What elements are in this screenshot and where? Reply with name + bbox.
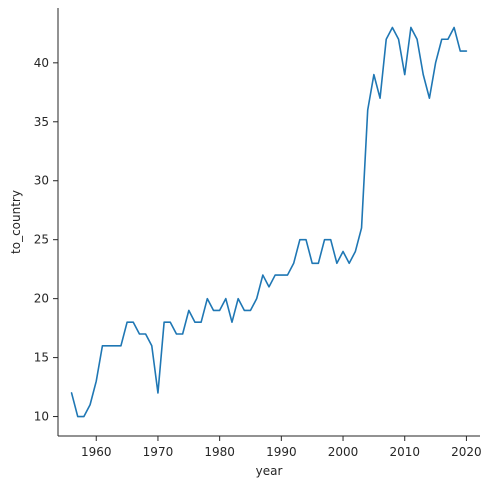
x-ticks: 1960 1970 1980 1990 2000 2010 2020 — [81, 436, 482, 459]
series-line — [70, 26, 468, 418]
y-tick-label: 10 — [34, 410, 49, 424]
y-tick-label: 40 — [34, 56, 49, 70]
x-tick-label: 2000 — [328, 445, 359, 459]
y-axis-label: to_country — [9, 190, 23, 254]
x-tick-label: 1990 — [266, 445, 297, 459]
x-tick-label: 1960 — [81, 445, 112, 459]
x-axis-label: year — [256, 464, 283, 478]
plot-area — [70, 26, 468, 418]
y-tick-label: 35 — [34, 115, 49, 129]
y-tick-label: 30 — [34, 174, 49, 188]
y-tick-label: 20 — [34, 292, 49, 306]
y-tick-label: 25 — [34, 233, 49, 247]
x-tick-label: 2020 — [451, 445, 482, 459]
y-ticks: 10 15 20 25 30 35 40 — [34, 56, 58, 424]
x-tick-label: 2010 — [389, 445, 420, 459]
y-tick-label: 15 — [34, 351, 49, 365]
x-tick-label: 1970 — [143, 445, 174, 459]
x-tick-label: 1980 — [204, 445, 235, 459]
